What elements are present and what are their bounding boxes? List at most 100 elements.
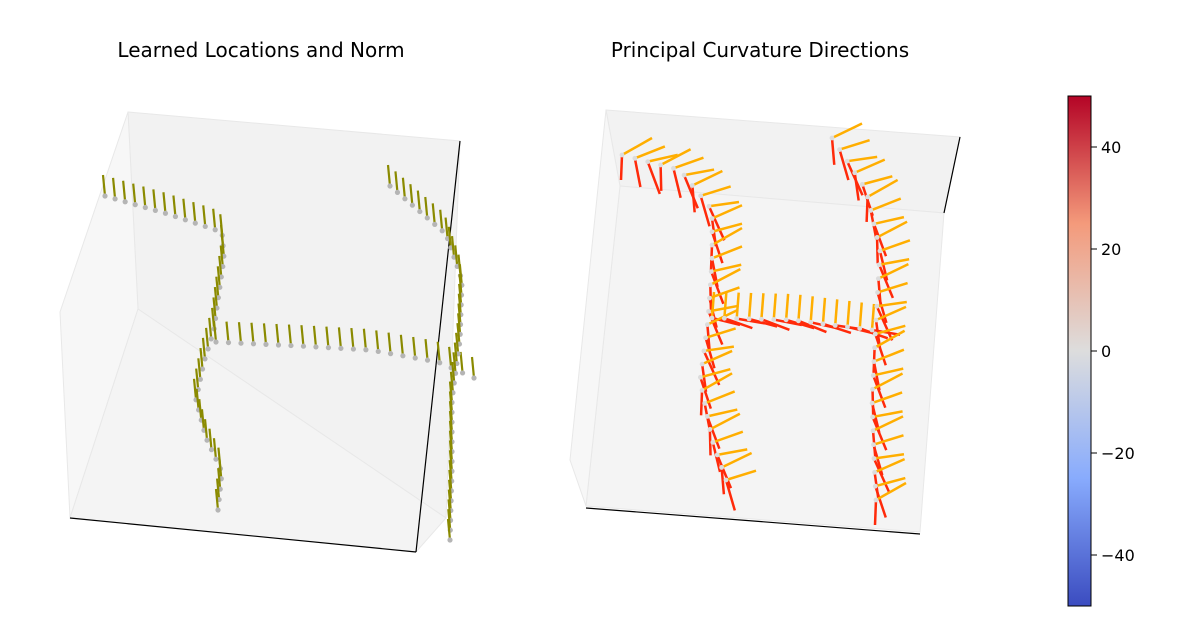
principal-direction-max (699, 195, 711, 227)
principal-direction-min (867, 178, 899, 199)
surface-point (870, 428, 876, 434)
normal-vector (448, 479, 453, 501)
principal-direction-max (699, 390, 704, 416)
principal-direction-max (720, 467, 726, 495)
normal-vector (219, 245, 224, 267)
principal-direction-min (711, 204, 743, 220)
principal-direction-max (875, 237, 879, 264)
principal-direction-max (871, 328, 901, 336)
normal-vector (412, 336, 417, 359)
surface-point (869, 400, 875, 406)
normal-vector (208, 428, 213, 450)
principal-direction-min (716, 448, 748, 457)
surface-point (723, 477, 729, 483)
principal-direction-max (872, 457, 891, 494)
surface-point (658, 162, 663, 168)
normal-vector (451, 361, 456, 384)
principal-direction-min (854, 158, 886, 174)
normal-vector (218, 255, 223, 278)
normal-vector (458, 283, 463, 305)
normal-vector (449, 371, 455, 393)
normal-vector (409, 184, 414, 206)
surface-point (796, 318, 801, 324)
principal-direction-min (710, 263, 742, 273)
surface-point (759, 316, 764, 322)
right-x-axis-line (585, 507, 921, 535)
normal-vector (350, 327, 355, 350)
colorbar: 40 20 0 −20 −40 (1067, 95, 1135, 607)
location-point (213, 339, 219, 345)
normal-vector (459, 351, 464, 374)
surface-point (699, 361, 705, 367)
normal-vector (448, 459, 453, 482)
principal-direction-min (873, 215, 905, 226)
principal-direction-max (865, 196, 869, 223)
location-point (412, 355, 418, 361)
left-normal-markers (101, 164, 477, 543)
surface-point (852, 170, 858, 176)
left-panes (59, 111, 461, 553)
normal-vector (172, 195, 177, 217)
principal-direction-min (701, 349, 733, 366)
normal-vector (101, 174, 107, 197)
normal-vector (424, 339, 429, 361)
normal-vector (448, 346, 453, 368)
principal-direction-max (682, 174, 699, 209)
location-point (112, 196, 118, 202)
normal-vector (203, 419, 209, 441)
location-point (152, 207, 158, 213)
principal-direction-max (873, 499, 878, 526)
normal-vector (212, 297, 217, 319)
normal-vector (215, 276, 220, 298)
location-point (288, 342, 294, 349)
surface-point (877, 248, 883, 254)
normal-vector (337, 327, 343, 349)
normal-vector (386, 164, 392, 187)
surface-point (820, 321, 826, 327)
normal-vector (431, 203, 436, 225)
principal-direction-min (873, 348, 905, 363)
principal-direction-min (872, 367, 904, 377)
location-point (225, 339, 232, 346)
principal-direction-min (875, 305, 907, 322)
principal-direction-max (723, 317, 753, 330)
principal-direction-max (876, 292, 888, 324)
location-point (202, 223, 208, 230)
location-point (387, 351, 394, 357)
normal-vector (375, 330, 380, 352)
surface-point (709, 315, 715, 321)
left-3d-axes: Learned Locations and Norm (59, 38, 477, 553)
principal-direction-min (712, 430, 744, 444)
surface-point (734, 316, 740, 322)
normal-vector (216, 266, 221, 288)
principal-direction-min (725, 469, 757, 482)
principal-direction-min (647, 153, 679, 163)
normal-vector (217, 468, 222, 490)
location-point (213, 456, 219, 462)
surface-point (707, 295, 712, 301)
principal-direction-min (877, 281, 908, 294)
normal-vector (212, 208, 217, 230)
principal-direction-max (708, 429, 712, 456)
normal-vector (457, 293, 462, 315)
location-point (471, 375, 477, 381)
principal-direction-min (872, 415, 904, 432)
principal-direction-min (861, 175, 893, 186)
normal-vector (237, 322, 243, 344)
location-point (363, 347, 369, 353)
surface-point (709, 229, 715, 235)
principal-direction-min (870, 197, 902, 212)
principal-direction-min (877, 263, 909, 280)
normal-vector (446, 518, 452, 541)
principal-direction-min (705, 327, 737, 339)
principal-direction-min (870, 303, 876, 331)
right-3d-axes: Principal Curvature Directions (569, 38, 961, 535)
normal-vector (111, 177, 117, 199)
surface-point (865, 194, 871, 200)
normal-vector (458, 264, 463, 286)
location-point (437, 360, 443, 366)
normal-vector (447, 226, 452, 248)
normal-vector (300, 325, 305, 347)
normal-vector (225, 321, 230, 343)
surface-point (721, 315, 727, 321)
